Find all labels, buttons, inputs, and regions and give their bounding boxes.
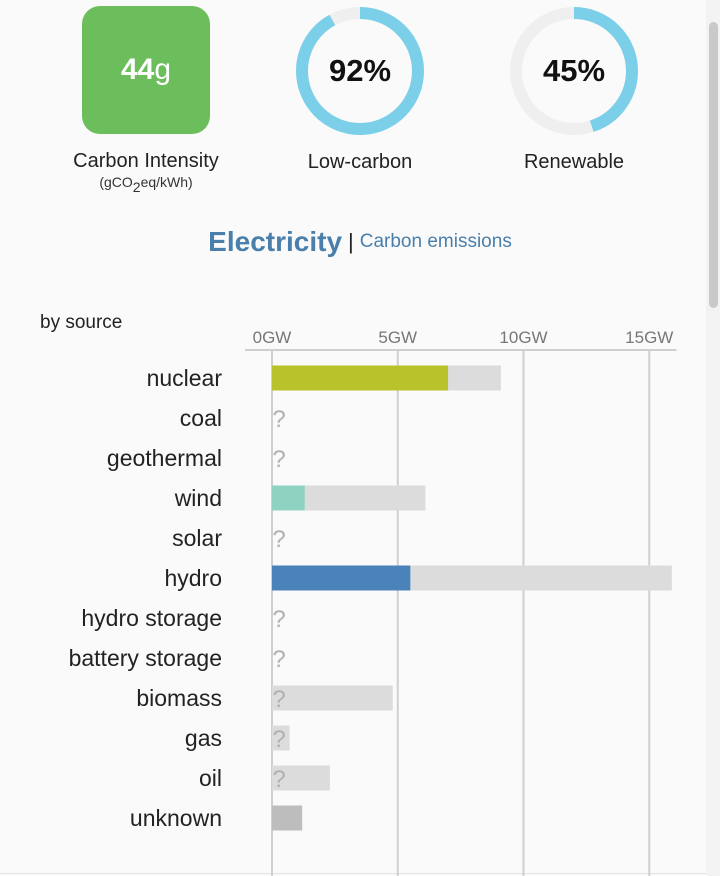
- carbon-intensity-badge: 44 g: [82, 6, 210, 134]
- unknown-value-marker: ?: [272, 406, 285, 433]
- low-carbon-kpi: 92% Low-carbon: [270, 6, 450, 174]
- renewable-gauge: 45%: [509, 6, 639, 136]
- header-separator: |: [348, 229, 354, 254]
- unknown-value-marker: ?: [272, 446, 285, 473]
- production-bar: [272, 805, 303, 831]
- low-carbon-gauge: 92%: [295, 6, 425, 136]
- production-bar: [272, 565, 411, 591]
- gauge-fill: [296, 7, 424, 135]
- source-label-solar: solar: [172, 525, 222, 551]
- renewable-gauge-svg: [510, 7, 638, 135]
- capacity-bar: [272, 725, 290, 751]
- scrollbar-thumb[interactable]: [709, 22, 718, 308]
- tab-electricity[interactable]: Electricity: [208, 226, 343, 257]
- unknown-value-marker: ?: [272, 526, 285, 553]
- source-label-unknown: unknown: [130, 805, 222, 831]
- unknown-value-marker: ?: [272, 766, 285, 793]
- source-label-geothermal: geothermal: [107, 445, 222, 471]
- x-tick-label: 15GW: [625, 328, 673, 347]
- renewable-percent: 45%: [542, 53, 606, 88]
- source-label-oil: oil: [199, 765, 222, 791]
- unknown-value-marker: ?: [272, 606, 285, 633]
- carbon-intensity-unit-label: (gCO2eq/kWh): [56, 174, 236, 195]
- sublabel-post: eq/kWh): [140, 174, 193, 190]
- carbon-intensity-value: 44: [120, 53, 155, 86]
- source-label-biomass: biomass: [136, 685, 222, 711]
- carbon-intensity-label: Carbon Intensity: [73, 150, 219, 172]
- source-label-wind: wind: [174, 485, 222, 511]
- by-source-label: by source: [40, 312, 123, 333]
- production-bar: [272, 365, 449, 391]
- divider: [0, 873, 706, 874]
- renewable-label: Renewable: [523, 151, 625, 173]
- x-tick-label: 5GW: [378, 328, 417, 347]
- capacity-bar: [272, 685, 393, 711]
- sublabel-pre: (gCO: [99, 174, 133, 190]
- source-label-gas: gas: [185, 725, 222, 751]
- low-carbon-gauge-svg: [296, 7, 424, 135]
- carbon-intensity-unit: g: [154, 53, 172, 86]
- gauge-fill: [510, 7, 638, 135]
- production-bar: [272, 485, 305, 511]
- x-tick-label: 0GW: [253, 328, 292, 347]
- low-carbon-label: Low-carbon: [307, 151, 413, 173]
- low-carbon-percent: 92%: [328, 53, 392, 88]
- source-label-battery-storage: battery storage: [69, 645, 222, 671]
- capacity-bar: [272, 765, 330, 791]
- carbon-intensity-kpi: 44 g Carbon Intensity (gCO2eq/kWh): [56, 6, 236, 195]
- unknown-value-marker: ?: [272, 686, 285, 713]
- source-label-nuclear: nuclear: [147, 365, 223, 391]
- x-tick-label: 10GW: [499, 328, 547, 347]
- tab-carbon-emissions[interactable]: Carbon emissions: [359, 231, 512, 252]
- unknown-value-marker: ?: [272, 646, 285, 673]
- source-label-coal: coal: [180, 405, 222, 431]
- sublabel-sub: 2: [132, 179, 141, 195]
- unknown-value-marker: ?: [272, 726, 285, 753]
- source-label-hydro: hydro: [164, 565, 222, 591]
- source-label-hydro-storage: hydro storage: [81, 605, 222, 631]
- production-by-source-chart: 0GW 5GW 10GW 15GW nuclear coal ? geothermal ? win…: [69, 328, 677, 876]
- section-header: Electricity | Carbon emissions: [0, 226, 720, 258]
- renewable-kpi: 45% Renewable: [484, 6, 664, 174]
